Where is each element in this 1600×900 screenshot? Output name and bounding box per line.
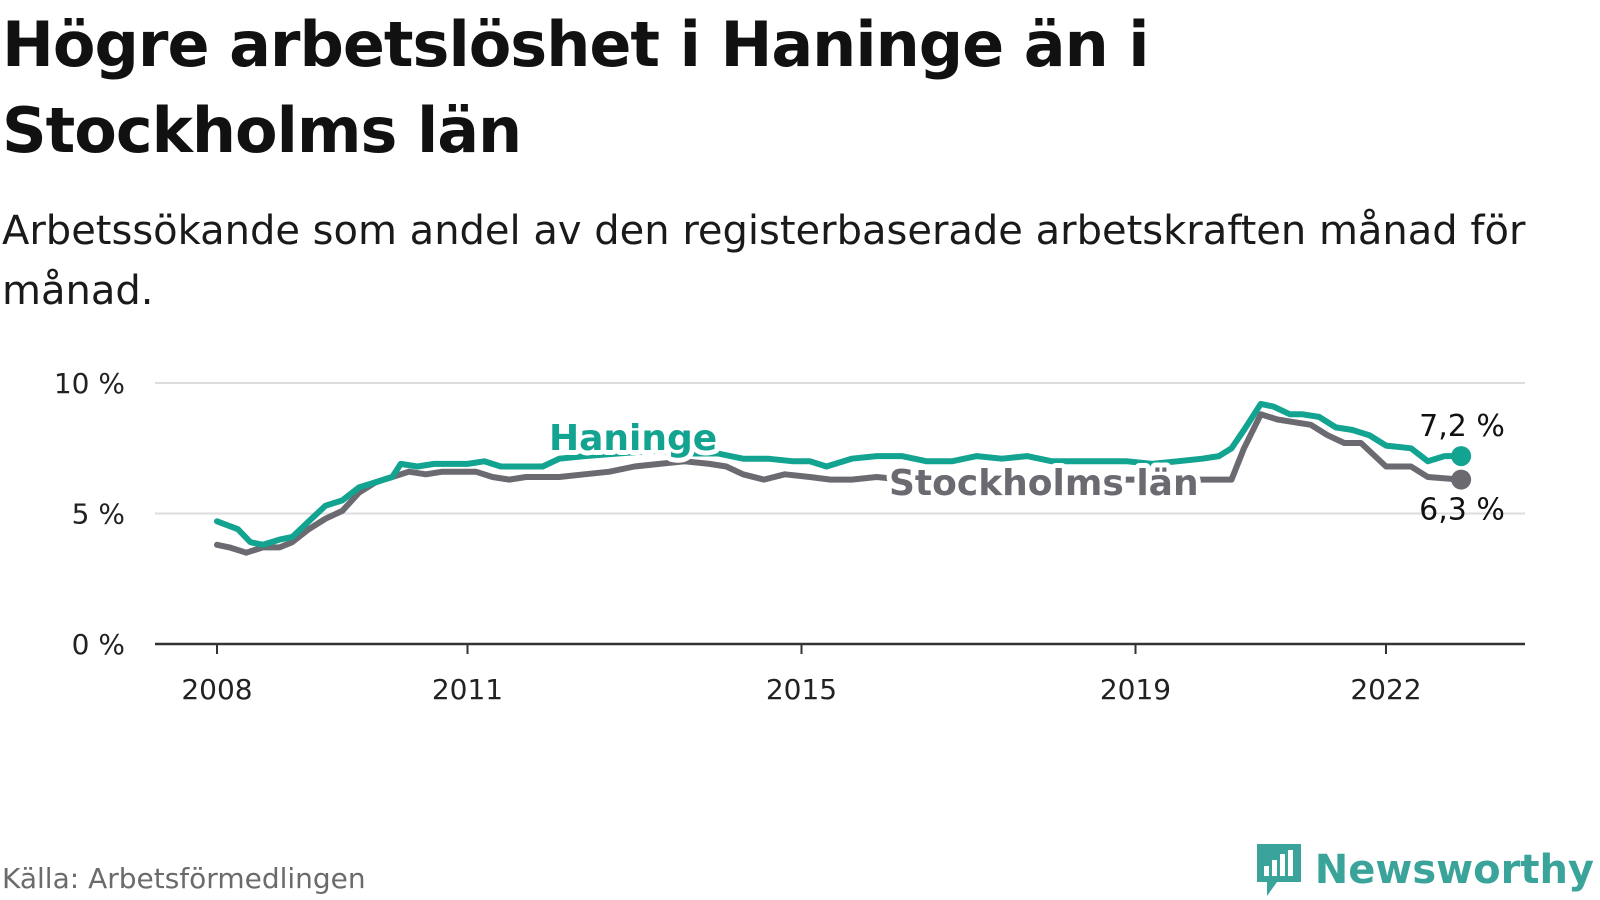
series-label-stockholm: Stockholms län bbox=[889, 463, 1199, 504]
y-tick-label: 5 % bbox=[72, 498, 125, 531]
series-label-haninge-halo: Haninge bbox=[549, 418, 717, 459]
series-lines bbox=[214, 400, 1472, 556]
gridlines bbox=[155, 382, 1525, 646]
x-tick-label: 2008 bbox=[181, 673, 252, 706]
series-line-1 bbox=[214, 411, 1465, 556]
end-label-stockholm: 6,3 % bbox=[1419, 493, 1505, 528]
x-axis-ticks: 2008 2011 2015 2019 2022 bbox=[181, 644, 1422, 706]
source-note: Källa: Arbetsförmedlingen bbox=[2, 862, 366, 895]
y-tick-label: 10 % bbox=[54, 367, 125, 400]
chart-subtitle: Arbetssökande som andel av den registerb… bbox=[2, 208, 1526, 314]
brand-logo: Newsworthy bbox=[1253, 842, 1594, 898]
series-end-point-0 bbox=[1451, 446, 1472, 467]
series-label-haninge: Haninge bbox=[549, 418, 717, 459]
y-tick-label: 0 % bbox=[72, 628, 125, 661]
newsworthy-logo-icon bbox=[1256, 844, 1301, 896]
y-axis-ticks: 0 % 5 % 10 % bbox=[54, 367, 125, 661]
series-line-0 bbox=[214, 400, 1465, 548]
x-tick-label: 2022 bbox=[1350, 673, 1421, 706]
x-tick-label: 2011 bbox=[432, 673, 503, 706]
line-chart: 0 %5 %10 % 2008 2011 2015 2019 2022 HaningeH… bbox=[54, 367, 1525, 706]
x-tick-label: 2015 bbox=[766, 673, 837, 706]
series-label-stockholm-halo: Stockholms län bbox=[889, 463, 1199, 504]
series-end-point-1 bbox=[1451, 469, 1472, 490]
x-tick-label: 2019 bbox=[1100, 673, 1171, 706]
end-label-haninge: 7,2 % bbox=[1419, 409, 1505, 444]
chart-title: Högre arbetslöshet i Haninge än i Stockh… bbox=[2, 8, 1150, 167]
brand-name: Newsworthy bbox=[1314, 847, 1594, 893]
